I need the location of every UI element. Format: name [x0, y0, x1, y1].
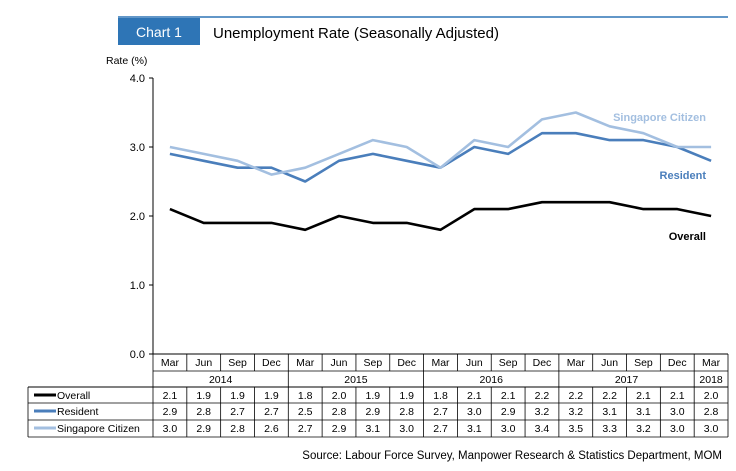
x-tick-label: Mar: [567, 357, 586, 369]
x-tick-label: Sep: [228, 357, 247, 369]
year-label: 2016: [480, 374, 504, 386]
source-note: Source: Labour Force Survey, Manpower Re…: [302, 450, 722, 462]
x-tick-label: Dec: [533, 357, 552, 369]
table-cell-value: 3.0: [704, 423, 719, 435]
x-tick-label: Jun: [466, 357, 483, 369]
table-cell-value: 2.0: [332, 390, 347, 402]
series-line-resident: [169, 131, 712, 183]
table-cell-value: 2.2: [568, 390, 583, 402]
table-cell-value: 2.9: [501, 406, 516, 418]
table-cell-value: 2.8: [704, 406, 719, 418]
y-axis-label: Rate (%): [106, 55, 147, 67]
table-cell-value: 2.2: [602, 390, 617, 402]
table-cell-value: 3.3: [602, 423, 617, 435]
x-tick-label: Jun: [331, 357, 348, 369]
x-tick-label: Mar: [702, 357, 721, 369]
table-cell-value: 1.9: [399, 390, 414, 402]
year-label: 2017: [615, 374, 639, 386]
y-tick-label: 3.0: [130, 142, 145, 154]
table-cell-value: 2.5: [298, 406, 313, 418]
x-tick-label: Sep: [499, 357, 518, 369]
table-cell-value: 2.7: [433, 406, 448, 418]
table-cell-value: 2.6: [264, 423, 279, 435]
x-tick-label: Jun: [195, 357, 212, 369]
plot-area: 0.0 1.0 2.0 3.0 4.0 Singapore Citizen Resident…: [130, 73, 712, 361]
table-cell-value: 2.1: [636, 390, 651, 402]
table-cell-value: 3.0: [467, 406, 482, 418]
table-cell-value: 3.1: [467, 423, 482, 435]
chart-badge: [118, 18, 200, 45]
table-cell-value: 2.8: [196, 406, 211, 418]
table-cell-value: 2.7: [298, 423, 313, 435]
x-tick-label: Sep: [364, 357, 383, 369]
legend-label: Overall: [57, 390, 90, 402]
series-line-overall: [169, 200, 712, 232]
x-tick-label: Dec: [668, 357, 687, 369]
label-resident: Resident: [660, 170, 707, 182]
table-cell-value: 3.2: [568, 406, 583, 418]
table-cell-value: 1.8: [433, 390, 448, 402]
table-cell-value: 3.0: [670, 406, 685, 418]
x-tick-label: Jun: [601, 357, 618, 369]
table-cell-value: 2.7: [230, 406, 245, 418]
table-cell-value: 2.9: [196, 423, 211, 435]
table-cell-value: 3.0: [501, 423, 516, 435]
table-cell-value: 3.1: [636, 406, 651, 418]
table-cell-value: 2.2: [535, 390, 550, 402]
table-cell-value: 2.8: [332, 406, 347, 418]
table-cell-value: 1.9: [196, 390, 211, 402]
table-cell-value: 2.8: [230, 423, 245, 435]
series-line-singapore-citizen: [169, 111, 712, 176]
legend-label: Resident: [57, 406, 99, 418]
table-cell-value: 3.5: [568, 423, 583, 435]
table-cell-value: 3.1: [366, 423, 381, 435]
data-table: 2014 2015 2016 2017 2018 Mar Jun Sep Dec Mar Jun Se…: [27, 353, 729, 438]
table-cell-value: 3.0: [163, 423, 178, 435]
table-cell-value: 2.8: [399, 406, 414, 418]
x-tick-label: Mar: [431, 357, 450, 369]
table-cell-value: 2.1: [467, 390, 482, 402]
table-cell-value: 2.1: [501, 390, 516, 402]
table-cell-value: 2.9: [366, 406, 381, 418]
table-cell-value: 2.7: [433, 423, 448, 435]
table-cell-value: 1.9: [366, 390, 381, 402]
year-label: 2015: [344, 374, 368, 386]
label-overall: Overall: [669, 231, 706, 243]
table-cell-value: 3.2: [535, 406, 550, 418]
table-cell-value: 2.7: [264, 406, 279, 418]
y-tick-label: 1.0: [130, 280, 145, 292]
table-cell-value: 1.9: [264, 390, 279, 402]
year-label: 2014: [209, 374, 233, 386]
table-cell-value: 3.0: [670, 423, 685, 435]
table-cell-value: 2.0: [704, 390, 719, 402]
y-tick-label: 0.0: [130, 349, 145, 361]
table-cell-value: 1.9: [230, 390, 245, 402]
table-cell-value: 3.4: [535, 423, 550, 435]
chart-badge-label: Chart 1: [136, 24, 182, 40]
year-label: 2018: [699, 374, 723, 386]
y-tick-label: 2.0: [130, 211, 145, 223]
table-cell-value: 2.1: [670, 390, 685, 402]
x-tick-label: Dec: [397, 357, 416, 369]
x-tick-label: Sep: [634, 357, 653, 369]
table-cell-value: 1.8: [298, 390, 313, 402]
chart-title: Unemployment Rate (Seasonally Adjusted): [213, 25, 499, 42]
table-cell-value: 2.1: [163, 390, 178, 402]
table-cell-value: 3.2: [636, 423, 651, 435]
label-singapore-citizen: Singapore Citizen: [613, 112, 706, 124]
table-cell-value: 3.0: [399, 423, 414, 435]
legend-label: Singapore Citizen: [57, 423, 140, 435]
table-cell-value: 2.9: [332, 423, 347, 435]
y-tick-label: 4.0: [130, 73, 145, 85]
table-cell-value: 3.1: [602, 406, 617, 418]
x-tick-label: Dec: [262, 357, 281, 369]
table-cell-value: 2.9: [163, 406, 178, 418]
x-tick-label: Mar: [161, 357, 180, 369]
x-tick-label: Mar: [296, 357, 315, 369]
